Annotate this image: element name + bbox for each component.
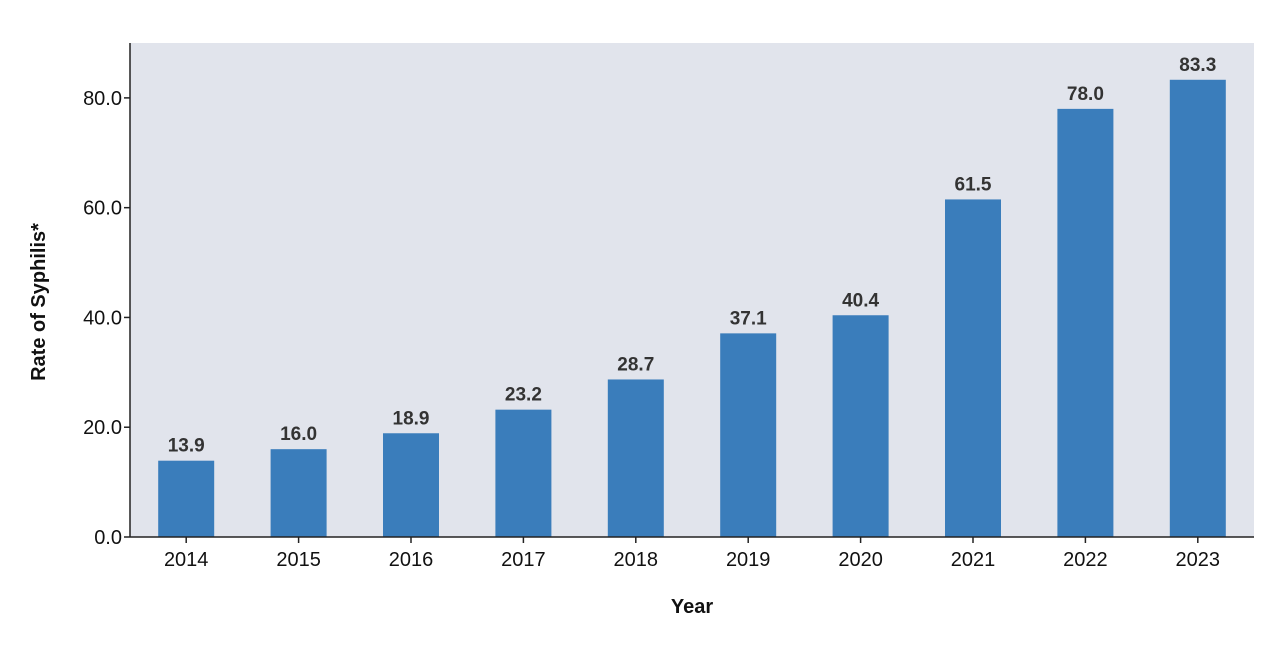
bar-2014: [158, 460, 215, 537]
bar-2018: [607, 379, 664, 537]
bar-2019: [720, 333, 777, 537]
x-tick-label: 2022: [1063, 549, 1108, 571]
bar-value-label: 13.9: [168, 436, 205, 457]
y-tick-label: 60.0: [83, 198, 122, 220]
y-axis-title: Rate of Syphilis*: [28, 223, 50, 381]
bar-2021: [945, 199, 1001, 537]
bar-2017: [495, 409, 552, 537]
bar-2022: [1057, 108, 1114, 538]
x-tick-label: 2020: [838, 549, 883, 571]
x-tick-label: 2015: [276, 549, 321, 571]
x-tick-label: 2018: [614, 549, 659, 571]
x-tick-label: 2023: [1176, 549, 1221, 571]
y-tick-label: 40.0: [83, 307, 122, 329]
bar-value-label: 40.4: [842, 290, 879, 311]
y-tick-label: 80.0: [83, 88, 122, 110]
y-tick-label: 20.0: [83, 417, 122, 439]
x-tick-label: 2019: [726, 549, 771, 571]
y-tick-label: 0.0: [94, 527, 122, 549]
bar-value-label: 28.7: [617, 354, 654, 375]
x-tick-label: 2016: [389, 549, 434, 571]
x-tick-label: 2014: [164, 549, 209, 571]
x-axis-ticks: 2014 2015 2016 2017 2018 2019 2020 2021 2022 2023: [164, 537, 1220, 571]
bar-value-label: 61.5: [955, 174, 992, 195]
x-tick-label: 2017: [501, 549, 546, 571]
bar-value-label: 18.9: [393, 408, 430, 429]
y-axis-ticks: 0.0 20.0 40.0 60.0 80.0: [83, 88, 130, 549]
bar-value-labels: 13.9 16.0 18.9 23.2 28.7 37.1 40.4 61.5 78.0 83.3: [168, 55, 1217, 457]
bar-value-label: 83.3: [1179, 55, 1216, 76]
x-axis-title: Year: [671, 596, 713, 618]
bar-2020: [832, 315, 889, 537]
bar-value-label: 37.1: [730, 308, 767, 329]
x-tick-label: 2021: [951, 549, 996, 571]
bar-value-label: 16.0: [280, 424, 317, 445]
bars-group: [158, 79, 1226, 538]
bar-value-label: 23.2: [505, 385, 542, 406]
bar-value-label: 78.0: [1067, 84, 1104, 105]
bar-2015: [270, 449, 327, 537]
bar-2023: [1169, 79, 1226, 537]
bar-2016: [383, 433, 439, 537]
